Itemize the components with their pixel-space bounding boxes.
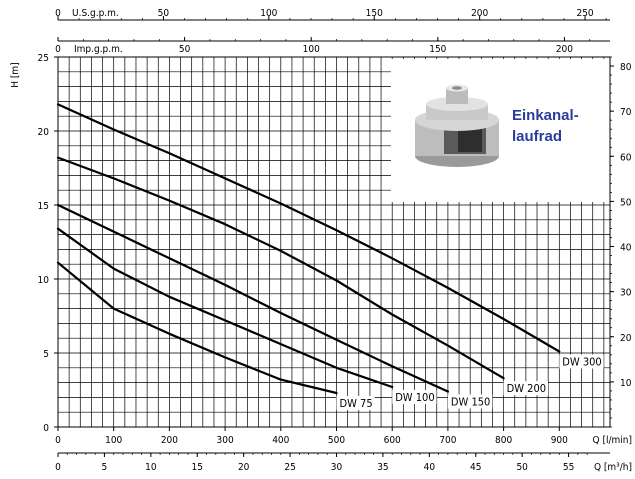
usgpm-axis-label: U.S.g.p.m. bbox=[72, 8, 119, 19]
right-axis-tick-label: 40 bbox=[620, 243, 632, 254]
right-axis-tick-label: 10 bbox=[620, 378, 632, 389]
x-tick-label: 700 bbox=[439, 435, 456, 446]
usgpm-tick-label: 100 bbox=[260, 8, 277, 19]
series-label-background bbox=[559, 354, 604, 369]
usgpm-tick-label: 150 bbox=[366, 8, 383, 19]
series-line bbox=[56, 103, 561, 353]
m3h-axis-label: Q [m³/h] bbox=[594, 462, 632, 473]
m3h-tick-label: 5 bbox=[102, 462, 108, 473]
series-label-background bbox=[447, 394, 493, 409]
series-label-background bbox=[392, 390, 437, 405]
x-axis-label: Q [l/min] bbox=[593, 435, 632, 446]
x-tick-label: 100 bbox=[105, 435, 122, 446]
y-tick-label: 5 bbox=[43, 349, 49, 360]
series-label: DW 300 bbox=[562, 356, 601, 369]
x-tick-label: 900 bbox=[551, 435, 568, 446]
series-line bbox=[56, 261, 338, 395]
usgpm-tick-label: 200 bbox=[471, 8, 488, 19]
x-tick-label: 200 bbox=[161, 435, 178, 446]
x-tick-label: 300 bbox=[217, 435, 234, 446]
m3h-tick-label: 10 bbox=[145, 462, 157, 473]
m3h-tick-label: 45 bbox=[470, 462, 481, 473]
series-line bbox=[56, 156, 505, 380]
x-tick-label: 800 bbox=[495, 435, 512, 446]
y-tick-label: 20 bbox=[38, 127, 50, 138]
y-tick-label: 10 bbox=[38, 275, 50, 286]
impgpm-tick-label: 100 bbox=[303, 44, 320, 55]
m3h-tick-label: 50 bbox=[516, 462, 528, 473]
m3h-tick-label: 30 bbox=[331, 462, 343, 473]
m3h-tick-label: 55 bbox=[563, 462, 574, 473]
m3h-tick-label: 20 bbox=[238, 462, 250, 473]
plot-frame bbox=[57, 56, 611, 428]
impgpm-axis-label: Imp.g.p.m. bbox=[74, 44, 123, 55]
series-label: DW 75 bbox=[340, 397, 373, 410]
right-axis-tick-label: 60 bbox=[620, 152, 632, 163]
usgpm-tick-label: 0 bbox=[55, 8, 61, 19]
usgpm-tick-label: 50 bbox=[158, 8, 170, 19]
impgpm-tick-label: 0 bbox=[55, 44, 61, 55]
m3h-tick-label: 0 bbox=[55, 462, 61, 473]
usgpm-tick-label: 250 bbox=[576, 8, 593, 19]
y-tick-label: 0 bbox=[43, 423, 49, 434]
x-tick-label: 0 bbox=[55, 435, 61, 446]
inset-title-line2: laufrad bbox=[512, 128, 562, 145]
impgpm-tick-label: 50 bbox=[179, 44, 191, 55]
y-tick-label: 15 bbox=[38, 201, 49, 212]
right-axis-tick-label: 30 bbox=[620, 288, 632, 299]
series-label-background bbox=[503, 381, 548, 396]
impgpm-tick-label: 200 bbox=[556, 44, 573, 55]
impeller-inset: Einkanal- laufrad bbox=[391, 59, 610, 202]
series-label: DW 200 bbox=[507, 382, 546, 395]
right-axis-tick-label: 50 bbox=[620, 197, 632, 208]
series-label: DW 150 bbox=[451, 395, 490, 408]
x-tick-label: 500 bbox=[328, 435, 345, 446]
series-line bbox=[56, 203, 449, 393]
m3h-tick-label: 35 bbox=[377, 462, 388, 473]
y-tick-label: 25 bbox=[38, 53, 49, 64]
m3h-tick-label: 15 bbox=[192, 462, 203, 473]
m3h-tick-label: 25 bbox=[284, 462, 295, 473]
right-axis-tick-label: 70 bbox=[620, 107, 632, 118]
m3h-tick-label: 40 bbox=[424, 462, 436, 473]
series-line bbox=[56, 227, 394, 389]
x-tick-label: 400 bbox=[272, 435, 289, 446]
impeller-image bbox=[415, 84, 499, 167]
y-axis-label: H [m] bbox=[10, 62, 21, 87]
inset-title-line1: Einkanal- bbox=[512, 107, 579, 124]
impgpm-tick-label: 150 bbox=[429, 44, 446, 55]
right-axis-tick-label: 20 bbox=[620, 333, 632, 344]
series-label: DW 100 bbox=[395, 391, 434, 404]
x-tick-label: 600 bbox=[384, 435, 401, 446]
series-label-background bbox=[336, 395, 375, 410]
series-group: DW 75 DW 100 DW 150 DW 200 DW 300 bbox=[56, 103, 604, 410]
right-axis-tick-label: 80 bbox=[620, 62, 632, 73]
